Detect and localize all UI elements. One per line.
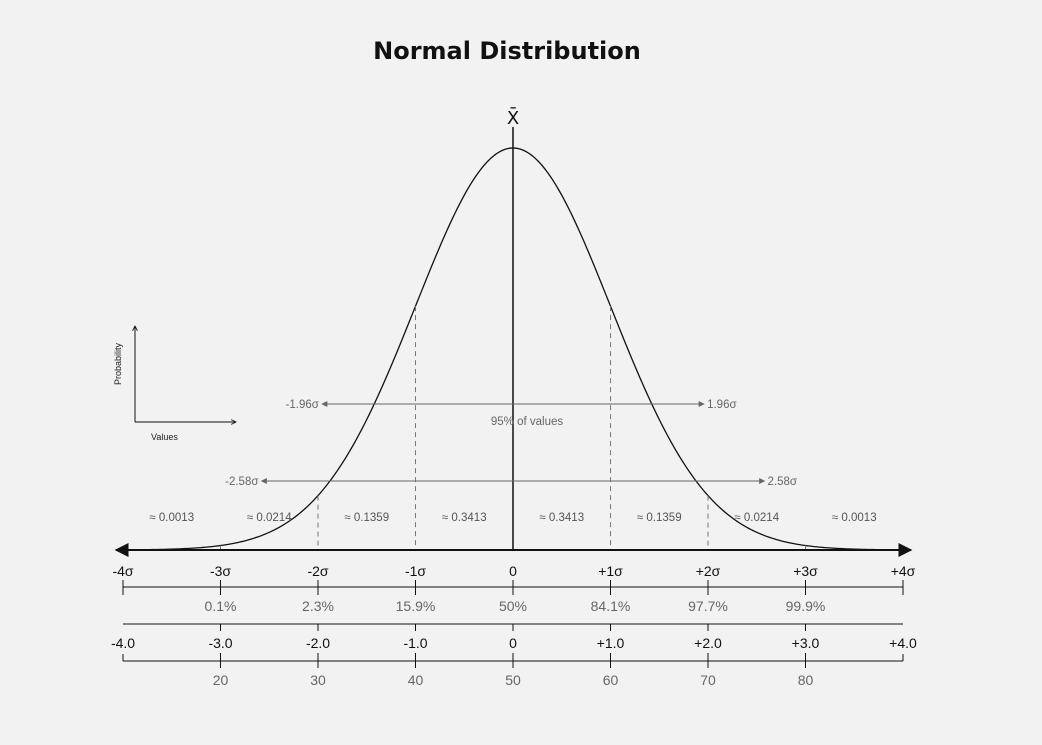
interval-low-label: -1.96σ [286,399,319,411]
sigma-tick-label: -1σ [405,563,426,579]
sigma-tick-label: -3σ [210,563,231,579]
legend-axes: Probability Values [113,326,236,442]
diagram-title: Normal Distribution [373,37,641,65]
interval-high-label: 2.58σ [768,476,797,488]
cumulative-percent-label: 84.1% [591,598,631,614]
cumulative-percent-label: 97.7% [688,598,728,614]
z-score-label: +4.0 [889,635,917,651]
z-score-label: -2.0 [306,635,330,651]
score-label: 20 [213,672,229,688]
area-label: ≈ 0.0013 [832,512,877,524]
legend-y-label: Probability [113,342,123,385]
interval-caption: 95% of values [491,416,563,428]
area-label: ≈ 0.3413 [442,512,487,524]
z-score-label: -4.0 [111,635,135,651]
z-score-label: +2.0 [694,635,722,651]
score-label: 50 [505,672,521,688]
score-label: 60 [603,672,619,688]
sigma-tick-label: +3σ [793,563,818,579]
score-label: 40 [408,672,424,688]
cumulative-percent-label: 2.3% [302,598,334,614]
sigma-tick-label: 0 [509,563,517,579]
score-label: 30 [310,672,326,688]
diagram-content: -1.96σ 1.96σ 95% of values -2.58σ 2.58σ ≈ 0.0… [111,127,917,688]
sigma-tick-label: +4σ [891,563,916,579]
area-label: ≈ 0.3413 [539,512,584,524]
z-score-label: 0 [509,635,517,651]
sigma-tick-label: -4σ [112,563,133,579]
area-label: ≈ 0.0013 [149,512,194,524]
z-score-label: +1.0 [597,635,625,651]
cumulative-percent-label: 15.9% [396,598,436,614]
area-label: ≈ 0.1359 [637,512,682,524]
mean-symbol: X̄ [507,107,519,129]
interval-low-label: -2.58σ [225,476,258,488]
area-label: ≈ 0.1359 [344,512,389,524]
cumulative-percent-label: 99.9% [786,598,826,614]
sigma-tick-label: -2σ [307,563,328,579]
area-label: ≈ 0.0214 [734,512,779,524]
z-score-label: -3.0 [208,635,232,651]
sigma-tick-label: +2σ [696,563,721,579]
cumulative-percent-label: 50% [499,598,527,614]
legend-x-label: Values [151,432,178,442]
score-label: 70 [700,672,716,688]
sigma-tick-label: +1σ [598,563,623,579]
z-score-label: +3.0 [792,635,820,651]
area-label: ≈ 0.0214 [247,512,292,524]
cumulative-percent-label: 0.1% [205,598,237,614]
z-score-label: -1.0 [403,635,427,651]
score-label: 80 [798,672,814,688]
interval-high-label: 1.96σ [707,399,736,411]
